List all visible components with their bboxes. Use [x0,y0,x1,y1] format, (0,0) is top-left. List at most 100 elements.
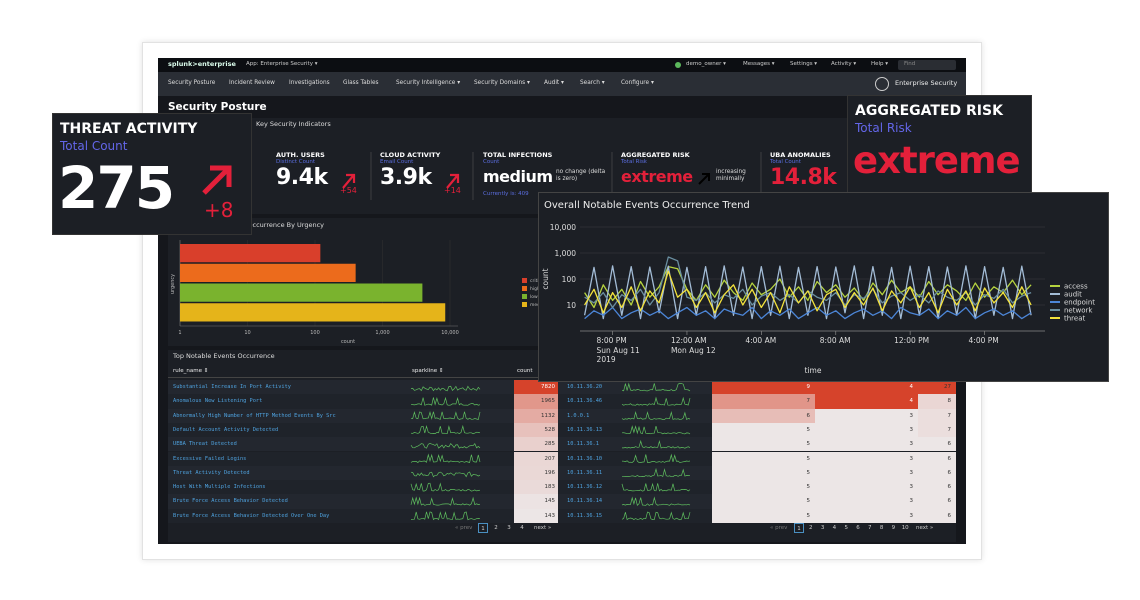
pager-page[interactable]: 6 [856,525,860,531]
y-axis-label: urgency [170,274,176,294]
rule-name[interactable]: Brute Force Access Behavior Detected Ove… [173,512,330,519]
chart-title: Overall Notable Events Occurrence Trend [544,200,750,211]
trend-chart: Overall Notable Events Occurrence Trend 1… [541,200,1095,375]
page-title: Security Posture [168,101,267,113]
rule-name[interactable]: Default Account Activity Detected [173,426,279,433]
rule-name[interactable]: Threat Activity Detected [173,469,250,476]
pager-prev[interactable]: « prev [770,525,788,531]
top-menu-item[interactable]: Activity ▾ [831,61,857,67]
pager-page[interactable]: 4 [520,525,524,531]
heat-value: 3 [909,441,914,448]
count-value: 207 [544,455,556,462]
heat-cell [815,480,918,495]
host-ip[interactable]: 10.11.36.15 [567,512,603,519]
nav-item[interactable]: Configure ▾ [621,80,654,86]
count-value: 528 [544,426,556,433]
nav-item[interactable]: Search ▾ [580,80,605,86]
rule-name[interactable]: Host With Multiple Infections [173,484,266,491]
card-subtitle: Total Count [60,139,128,153]
pager-page[interactable]: 7 [868,525,872,531]
pager-page[interactable]: 10 [901,525,909,531]
table-title: Top Notable Events Occurrence [173,352,275,360]
count-value: 145 [544,498,556,505]
host-ip[interactable]: 10.11.36.46 [567,398,603,405]
host-ip[interactable]: 10.11.36.10 [567,455,603,462]
rule-name[interactable]: Anomalous New Listening Port [173,398,263,405]
pager-page[interactable]: 4 [832,525,837,531]
column-header[interactable]: count [517,368,533,374]
card-value: extreme [853,139,1021,182]
pager-next[interactable]: next » [534,525,552,531]
heat-cell [918,394,956,409]
pager-prev[interactable]: « prev [455,525,473,531]
kpi-subtitle: Count [483,159,500,165]
pager-page[interactable]: 2 [809,525,813,531]
column-header[interactable]: sparkline ⇕ [412,368,444,374]
rule-name[interactable]: Abnormally High Number of HTTP Method Ev… [173,412,336,419]
heat-value: 5 [806,455,811,462]
heat-cell [815,380,918,395]
count-cell [514,394,558,409]
pager-page[interactable]: 5 [844,525,848,531]
date-label: Mon Aug 12 [671,346,716,355]
nav-item[interactable]: Security Intelligence ▾ [396,80,461,86]
y-tick-label: 10,000 [550,223,576,232]
host-ip[interactable]: 10.11.36.11 [567,469,603,476]
heat-value: 5 [806,469,811,476]
column-header[interactable]: rule_name ⇕ [173,368,209,374]
kpi-value: extreme [621,167,693,186]
x-tick-label: 10 [244,330,250,336]
nav-item[interactable]: Incident Review [229,80,275,86]
kpi-title: TOTAL INFECTIONS [483,151,553,159]
pager-page[interactable]: 1 [478,523,488,533]
host-ip[interactable]: 10.11.36.12 [567,484,603,491]
heat-cell [815,451,918,466]
pager-page[interactable]: 2 [494,525,498,531]
bar [180,244,321,263]
kpi-subtitle: Total Risk [621,159,647,165]
pager-page[interactable]: 9 [891,525,896,531]
count-cell [514,508,558,523]
nav-item[interactable]: Security Domains ▾ [474,80,530,86]
pager-page[interactable]: 3 [820,525,825,531]
host-ip[interactable]: 10.11.36.14 [567,498,603,505]
pager-page[interactable]: 8 [879,525,884,531]
heat-value: 7 [806,398,811,405]
host-ip[interactable]: 1.0.0.1 [567,412,590,419]
search-box[interactable] [898,60,956,70]
nav-item[interactable]: Glass Tables [343,80,379,86]
pager-next[interactable]: next » [916,525,934,531]
top-menu-item[interactable]: Messages ▾ [743,61,775,67]
sparkline [410,471,481,478]
top-menu-item[interactable]: Help ▾ [871,61,889,67]
rule-name[interactable]: Excessive Failed Logins [173,455,247,462]
top-menu-item[interactable]: Settings ▾ [790,61,818,67]
kpi-subtitle: Distinct Count [276,159,316,165]
kpi-title: AGGREGATED RISK [621,151,690,159]
nav-item[interactable]: Security Posture [168,80,216,86]
host-ip[interactable]: 10.11.36.20 [567,384,603,390]
heat-value: 8 [947,398,952,405]
pager-page[interactable]: 3 [507,525,511,531]
host-ip[interactable]: 10.11.36.1 [567,441,599,448]
heat-cell [918,408,956,423]
pager-page[interactable]: 1 [794,523,804,533]
app-menu[interactable]: App: Enterprise Security ▾ [246,61,318,67]
top-menu-item[interactable]: demo_owner ▾ [686,61,726,67]
nav-bar [158,72,966,96]
heat-cell [815,394,918,409]
card-value: 275 [58,154,175,222]
count-cell [514,437,558,452]
nav-item[interactable]: Audit ▾ [544,80,564,86]
heat-value: 6 [947,455,952,462]
kpi-graphics [342,152,762,200]
trend-arrow [202,165,232,195]
host-ip[interactable]: 10.11.36.13 [567,426,603,433]
rule-name[interactable]: Substantial Increase In Port Activity [173,384,291,390]
sparkline [410,453,481,463]
rule-name[interactable]: Brute Force Access Behavior Detected [173,498,288,505]
nav-item[interactable]: Investigations [289,80,330,86]
rule-name[interactable]: UEBA Threat Detected [173,441,237,448]
bar-chart: 1 10 100 1,000 10,000 count urgency critical hig… [170,240,548,345]
x-tick-label: 12:00 PM [894,336,929,345]
